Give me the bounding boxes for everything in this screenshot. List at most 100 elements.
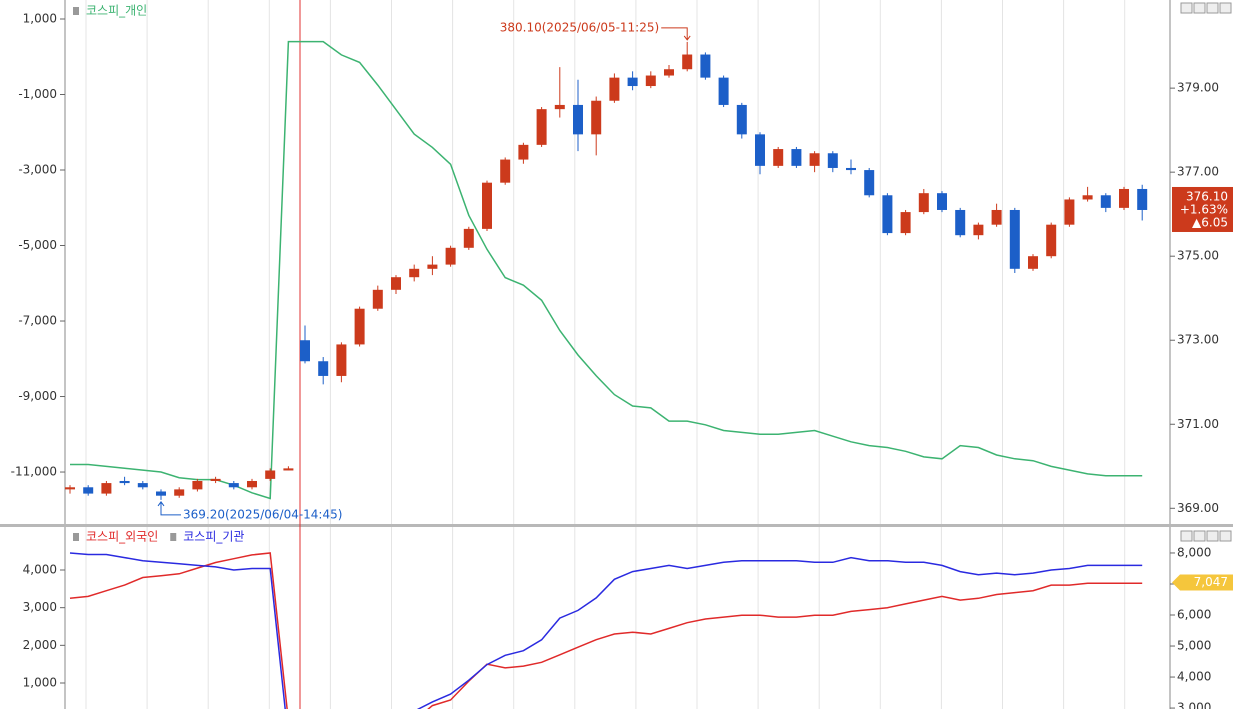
annotation-arrow xyxy=(157,501,181,516)
candle-body xyxy=(445,247,456,265)
y-tick-label: 3,000 xyxy=(23,600,57,614)
y-tick-label: -7,000 xyxy=(18,314,57,328)
candle-body xyxy=(1009,209,1020,269)
candle-body xyxy=(482,182,492,229)
investor-panel xyxy=(69,552,1143,709)
candle-body xyxy=(265,470,276,479)
candle-body xyxy=(283,468,294,471)
candle-body xyxy=(682,54,693,70)
candle-body xyxy=(101,483,112,494)
candle-body xyxy=(918,193,929,213)
y-tick-label: -11,000 xyxy=(11,465,57,479)
candle-body xyxy=(955,209,966,236)
series-line xyxy=(69,552,1143,709)
candle-body xyxy=(1119,188,1129,208)
candle-body xyxy=(846,167,856,171)
legend-icon xyxy=(170,533,177,541)
value-badge xyxy=(1172,574,1233,591)
y2-tick-label: 373.00 xyxy=(1177,333,1219,347)
series-line xyxy=(70,40,1143,500)
price-badge-text: 376.10 xyxy=(1186,189,1228,203)
candle-body xyxy=(1046,224,1057,257)
candle-body xyxy=(336,344,347,376)
candle-body xyxy=(318,361,329,376)
price-badge xyxy=(1172,186,1233,232)
y-tick-label: 4,000 xyxy=(23,563,57,577)
candle-body xyxy=(991,209,1002,225)
candle-body xyxy=(83,487,94,494)
candle-body xyxy=(137,483,148,488)
candle-body xyxy=(827,153,838,168)
button[interactable] xyxy=(1193,2,1206,14)
candle-body xyxy=(664,69,674,76)
button[interactable] xyxy=(1206,530,1219,542)
candle-body xyxy=(1100,195,1111,208)
candle-body xyxy=(609,77,620,101)
y2-tick-label: 6,000 xyxy=(1177,608,1211,622)
candle-body xyxy=(192,480,203,490)
button[interactable] xyxy=(1180,2,1193,14)
panel-buttons-top xyxy=(1180,2,1232,14)
candle-body xyxy=(536,109,547,145)
candle-body xyxy=(391,277,401,290)
overlay: 1,000 -1,000 -3,000 -5,000 -7,000 -9,000 -11,0… xyxy=(11,4,1233,713)
candle-body xyxy=(210,478,221,481)
candle-body xyxy=(300,340,310,362)
candle-body xyxy=(973,224,984,236)
legend-label: 코스피_외국인 xyxy=(86,530,158,544)
candle-body xyxy=(755,134,765,166)
candle-body xyxy=(1137,188,1148,210)
candle-body xyxy=(463,228,474,248)
candle-body xyxy=(809,153,820,166)
price-badge-text: +1.63% xyxy=(1180,202,1228,216)
series-line xyxy=(69,552,1143,709)
candle-body xyxy=(247,480,257,488)
y-tick-label: 2,000 xyxy=(23,638,57,652)
button[interactable] xyxy=(1219,530,1232,542)
y-tick-label: 1,000 xyxy=(23,11,57,25)
y2-tick-label: 4,000 xyxy=(1177,670,1211,684)
y2-tick-label: 3,000 xyxy=(1177,701,1211,709)
y2-tick-label: 375.00 xyxy=(1177,249,1219,263)
candle-body xyxy=(736,104,747,135)
candle-body xyxy=(518,144,529,160)
candle-body xyxy=(791,149,802,166)
value-badge-text: 7,047 xyxy=(1194,575,1228,589)
button[interactable] xyxy=(1206,2,1219,14)
annotation-label: 380.10(2025/06/05-11:25) xyxy=(500,20,659,34)
candle-body xyxy=(882,195,893,234)
panel-separator xyxy=(0,524,1233,527)
candle-body xyxy=(500,159,511,183)
candle-body xyxy=(937,193,947,210)
price-badge-text: ▲6.05 xyxy=(1192,215,1228,229)
legend-icon xyxy=(73,7,79,15)
candle-body xyxy=(119,480,130,484)
panel-buttons-bottom xyxy=(1180,530,1232,542)
candle-body xyxy=(591,100,602,135)
y2-tick-label: 5,000 xyxy=(1177,639,1211,653)
candle-body xyxy=(700,54,711,78)
y-tick-label: -9,000 xyxy=(18,389,57,403)
candle-body xyxy=(645,75,656,87)
y-tick-label: -1,000 xyxy=(18,87,57,101)
y2-tick-label: 377.00 xyxy=(1177,165,1219,179)
y2-tick-label: 379.00 xyxy=(1177,81,1219,95)
candle-body xyxy=(156,491,166,496)
candle-body xyxy=(627,77,638,87)
candle-body xyxy=(900,212,911,234)
candle-body xyxy=(228,483,239,488)
button[interactable] xyxy=(1180,530,1193,542)
candle-body xyxy=(174,489,185,496)
annotation-arrow xyxy=(661,27,691,41)
button[interactable] xyxy=(1219,2,1232,14)
button[interactable] xyxy=(1193,530,1206,542)
candle-body xyxy=(354,308,365,345)
candle-body xyxy=(372,289,383,309)
candle-body xyxy=(1064,199,1075,225)
y2-tick-label: 369.00 xyxy=(1177,501,1219,515)
legend-icon xyxy=(73,533,79,541)
y-tick-label: 1,000 xyxy=(23,676,57,690)
